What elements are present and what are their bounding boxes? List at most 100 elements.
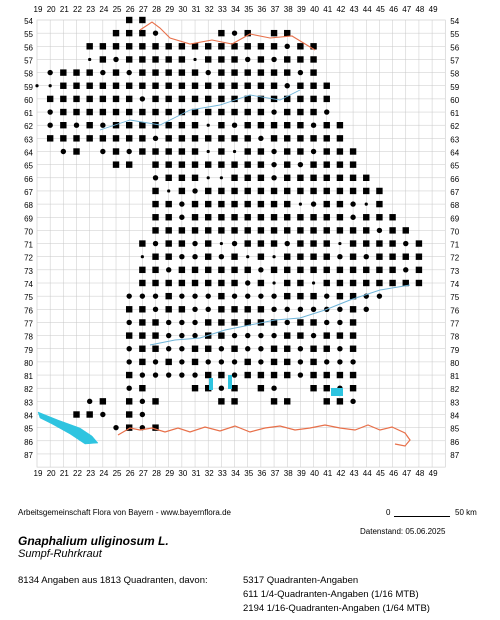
square-marker	[257, 161, 265, 168]
square-marker	[152, 161, 159, 168]
dot-marker	[205, 293, 211, 299]
column-label: 43	[350, 469, 359, 478]
row-label: 66	[24, 175, 33, 184]
square-marker	[284, 279, 291, 287]
dot-marker	[258, 267, 264, 273]
small-dot-marker	[48, 84, 52, 88]
dot-marker	[47, 69, 53, 76]
square-marker	[363, 227, 370, 234]
square-marker	[349, 306, 357, 313]
column-label: 47	[402, 5, 411, 14]
column-label: 49	[429, 469, 438, 478]
dot-marker	[139, 411, 146, 418]
square-marker	[415, 253, 423, 260]
square-marker	[244, 161, 251, 168]
square-marker	[336, 371, 344, 379]
dot-marker	[337, 359, 343, 365]
square-marker	[349, 187, 357, 195]
dot-marker	[139, 96, 146, 102]
column-label: 24	[99, 469, 108, 478]
small-dot-marker	[35, 84, 39, 88]
square-marker	[376, 214, 383, 221]
square-marker	[244, 43, 251, 50]
dot-marker	[179, 201, 185, 207]
square-marker	[165, 279, 172, 287]
square-marker	[310, 371, 317, 379]
row-label: 58	[24, 70, 33, 79]
square-marker	[178, 161, 186, 168]
square-marker	[363, 174, 370, 181]
dot-marker	[152, 359, 159, 365]
square-marker	[297, 253, 304, 260]
square-marker	[270, 398, 278, 405]
row-label: 66	[450, 175, 459, 184]
square-marker	[231, 161, 238, 168]
square-marker	[125, 411, 133, 418]
square-marker	[125, 135, 133, 142]
square-marker	[336, 214, 344, 221]
square-marker	[205, 108, 212, 116]
southern-state-border	[117, 424, 411, 447]
square-marker	[112, 29, 120, 37]
dot-marker	[231, 30, 238, 36]
square-marker	[178, 227, 186, 234]
dot-marker	[271, 109, 277, 115]
row-label: 62	[450, 122, 459, 131]
square-marker	[244, 82, 251, 89]
square-marker	[270, 266, 278, 274]
square-marker	[415, 240, 423, 247]
column-label: 25	[113, 5, 122, 14]
square-marker	[99, 43, 107, 50]
square-marker	[323, 253, 330, 260]
water-features	[37, 89, 411, 445]
dot-marker	[152, 175, 159, 181]
square-marker	[152, 227, 159, 234]
square-marker	[257, 279, 265, 287]
square-marker	[270, 240, 278, 247]
square-marker	[73, 411, 80, 418]
square-marker	[205, 319, 212, 326]
square-marker	[257, 214, 265, 221]
square-marker	[218, 398, 225, 405]
dot-marker	[310, 201, 317, 207]
square-marker	[139, 240, 146, 247]
square-marker	[244, 319, 251, 326]
dot-marker	[231, 122, 238, 128]
column-label: 48	[415, 5, 424, 14]
row-label: 74	[450, 280, 459, 289]
row-label: 75	[24, 293, 33, 302]
square-marker	[376, 200, 383, 208]
square-marker	[270, 43, 278, 50]
square-marker	[389, 240, 396, 247]
scale-start-label: 0	[386, 508, 391, 517]
square-marker	[165, 358, 172, 366]
square-marker	[205, 135, 212, 142]
row-label: 67	[24, 188, 33, 197]
dot-marker	[179, 214, 185, 220]
square-marker	[73, 108, 80, 116]
column-label: 45	[376, 469, 385, 478]
square-marker	[297, 332, 304, 339]
square-marker	[178, 82, 186, 89]
square-marker	[310, 319, 317, 326]
square-marker	[349, 385, 357, 392]
square-marker	[60, 82, 67, 89]
dot-marker	[218, 359, 225, 365]
square-marker	[60, 95, 67, 103]
square-marker	[152, 95, 159, 103]
column-label: 23	[86, 5, 95, 14]
dot-marker	[271, 175, 277, 181]
dot-marker	[126, 359, 132, 365]
square-marker	[139, 358, 146, 366]
square-marker	[86, 69, 93, 76]
column-label: 41	[323, 5, 332, 14]
square-marker	[244, 29, 251, 37]
square-marker	[139, 345, 146, 352]
square-marker	[297, 56, 304, 63]
dot-marker	[192, 332, 198, 339]
column-label: 42	[336, 469, 345, 478]
row-label: 63	[450, 135, 459, 144]
square-marker	[244, 135, 251, 142]
square-marker	[191, 95, 199, 103]
square-marker	[284, 292, 291, 300]
